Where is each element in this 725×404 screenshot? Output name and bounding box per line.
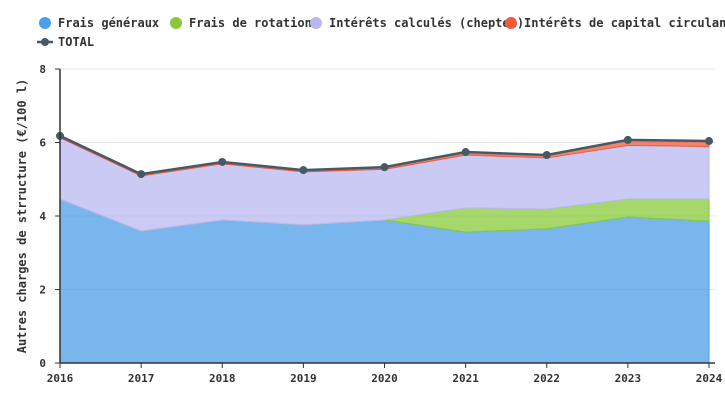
total-point — [461, 148, 470, 157]
total-point — [218, 157, 227, 166]
total-point — [299, 166, 308, 175]
legend-marker — [310, 17, 322, 29]
x-tick-label: 2017 — [128, 372, 155, 385]
total-point — [623, 135, 632, 144]
total-point — [137, 170, 146, 179]
y-tick-label: 8 — [39, 63, 46, 76]
axes: 0 2 4 6 8 2016 2017 2018 2019 2020 2021 2022 2023 202… — [39, 63, 722, 385]
x-tick-label: 2021 — [452, 372, 479, 385]
legend-label: Intérêts de capital circulant — [524, 16, 725, 30]
total-point — [380, 163, 389, 172]
x-tick-label: 2019 — [290, 372, 317, 385]
x-tick-label: 2018 — [209, 372, 236, 385]
legend-label: TOTAL — [58, 35, 94, 49]
legend-total-marker — [41, 38, 49, 46]
y-tick-label: 2 — [39, 284, 46, 297]
x-tick-label: 2016 — [47, 372, 74, 385]
y-axis-label: Autres charges de strructure (€/100 l) — [15, 79, 29, 354]
total-point — [542, 150, 551, 159]
legend-marker — [39, 17, 51, 29]
legend-label: Frais de rotation — [189, 16, 312, 30]
y-tick-label: 6 — [39, 137, 46, 150]
x-tick-label: 2020 — [371, 372, 398, 385]
total-point — [705, 137, 713, 146]
legend-marker — [505, 17, 517, 29]
legend: Frais généraux Frais de rotation Intérêts … — [37, 16, 725, 49]
x-tick-label: 2024 — [696, 372, 723, 385]
legend-marker — [170, 17, 182, 29]
legend-label: Frais généraux — [58, 16, 159, 30]
y-tick-label: 4 — [39, 210, 46, 223]
legend-label: Intérêts calculés (cheptel) — [329, 16, 524, 30]
x-tick-label: 2023 — [615, 372, 642, 385]
x-tick-label: 2022 — [534, 372, 561, 385]
areas — [56, 131, 713, 364]
y-tick-label: 0 — [39, 357, 46, 370]
